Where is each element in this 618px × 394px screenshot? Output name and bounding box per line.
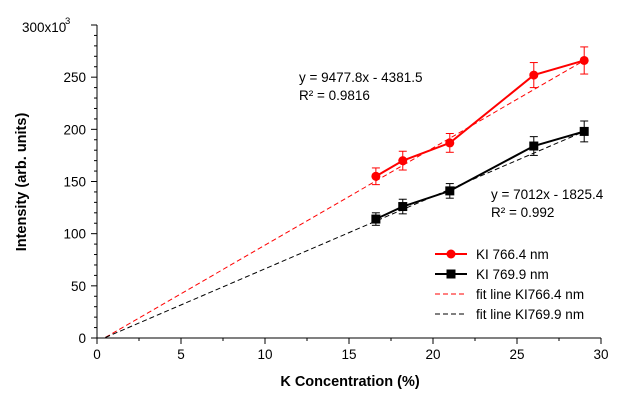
legend-label: fit line KI766.4 nm bbox=[476, 287, 584, 302]
y-tick-label: 0 bbox=[78, 331, 86, 346]
y-tick-label: 250 bbox=[63, 70, 86, 85]
svg-text:300x10: 300x10 bbox=[22, 20, 66, 35]
data-point bbox=[579, 55, 589, 65]
fit-annotation-1-r2: R² = 0.9816 bbox=[299, 88, 370, 103]
x-tick-label: 25 bbox=[509, 347, 524, 362]
data-point bbox=[371, 214, 381, 224]
legend-label: KI 766.4 nm bbox=[476, 247, 549, 262]
x-tick-label: 5 bbox=[177, 347, 185, 362]
y-tick-label: 100 bbox=[63, 227, 86, 242]
fit-line bbox=[105, 60, 585, 338]
axes: 0 5 10 15 20 25 30 0 50 100 150 200 250 bbox=[63, 24, 609, 362]
fit-annotation-2-r2: R² = 0.992 bbox=[491, 205, 554, 220]
y-tick-label: 200 bbox=[63, 122, 86, 137]
data-point bbox=[445, 186, 455, 196]
x-tick-label: 10 bbox=[257, 347, 272, 362]
legend: KI 766.4 nm KI 769.9 nm fit line KI766.4 n… bbox=[435, 247, 584, 322]
y-tick-label: 150 bbox=[63, 175, 86, 190]
svg-text:3: 3 bbox=[65, 16, 70, 27]
fit-line bbox=[105, 130, 585, 338]
x-tick-label: 20 bbox=[425, 347, 440, 362]
data-point bbox=[529, 141, 539, 151]
data-point bbox=[529, 70, 539, 80]
data-point bbox=[445, 138, 455, 148]
x-tick-label: 15 bbox=[341, 347, 356, 362]
y-multiplier-label: 300x10 3 bbox=[22, 16, 70, 35]
fit-lines bbox=[105, 60, 585, 338]
x-tick-label: 0 bbox=[93, 347, 101, 362]
x-axis-title: K Concentration (%) bbox=[280, 374, 420, 390]
fit-annotation-2-equation: y = 7012x - 1825.4 bbox=[491, 187, 604, 202]
legend-marker bbox=[446, 269, 456, 279]
data-point bbox=[398, 156, 408, 166]
y-axis-title: Intensity (arb. units) bbox=[14, 113, 30, 252]
legend-label: KI 769.9 nm bbox=[476, 267, 549, 282]
legend-marker bbox=[446, 249, 456, 259]
data-point bbox=[579, 126, 589, 136]
fit-annotation-1-equation: y = 9477.8x - 4381.5 bbox=[299, 70, 422, 85]
x-tick-label: 30 bbox=[593, 347, 608, 362]
legend-label: fit line KI769.9 nm bbox=[476, 307, 584, 322]
y-tick-label: 50 bbox=[71, 279, 86, 294]
data-point bbox=[371, 171, 381, 181]
data-point bbox=[398, 202, 408, 212]
data-series bbox=[371, 46, 589, 226]
